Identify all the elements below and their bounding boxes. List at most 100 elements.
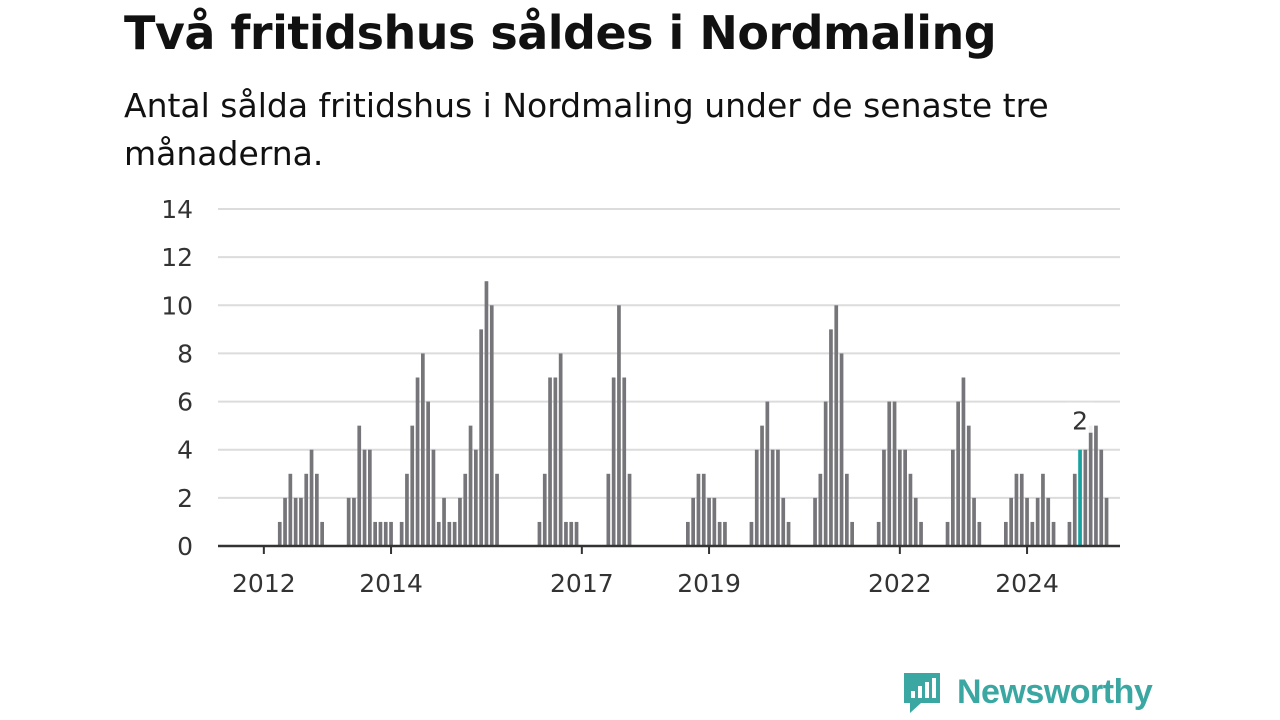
bar: [415, 377, 420, 546]
bar: [606, 473, 611, 546]
x-tick-label: 2017: [550, 569, 614, 598]
bar: [622, 377, 627, 546]
grid-lines: [218, 208, 1120, 499]
bar: [876, 521, 881, 546]
bar: [564, 521, 568, 546]
newsworthy-logo: Newsworthy: [901, 670, 1153, 714]
bar: [898, 449, 902, 546]
annotation-background: [1066, 402, 1095, 433]
bar: [823, 401, 828, 546]
y-tick-label: 8: [177, 339, 193, 368]
bar: [903, 449, 907, 546]
bar: [346, 497, 351, 546]
bar: [574, 521, 579, 546]
bar: [1014, 473, 1019, 546]
bar: [463, 473, 468, 546]
bar: [770, 449, 775, 546]
x-axis-labels: 2012 2014 2017 2019 2022 2024: [232, 546, 1059, 598]
bar: [951, 449, 955, 546]
newsworthy-logo-icon: [904, 673, 940, 713]
bar: [1104, 497, 1109, 546]
brand-name: Newsworthy: [957, 672, 1153, 711]
bar: [887, 401, 892, 546]
bar: [1041, 473, 1045, 546]
bar: [781, 497, 786, 546]
bar: [813, 497, 817, 546]
bar: [447, 521, 452, 546]
bar: [760, 425, 764, 546]
bar: [378, 521, 383, 546]
bar: [818, 473, 823, 546]
bar: [1083, 449, 1088, 546]
bar: [966, 425, 971, 546]
x-tick-label: 2024: [995, 569, 1059, 598]
bars: [277, 281, 1109, 546]
x-tick-label: 2022: [868, 569, 932, 598]
bar: [786, 521, 791, 546]
bar: [913, 497, 918, 546]
bar: [919, 521, 923, 546]
bar: [431, 449, 436, 546]
bar: [421, 353, 425, 546]
bar: [696, 473, 701, 546]
bar: [1072, 473, 1077, 546]
bar: [972, 497, 976, 546]
bar: [765, 401, 770, 546]
bar: [315, 473, 319, 546]
bar: [495, 473, 499, 546]
bar: [553, 377, 558, 546]
bar: [452, 521, 457, 546]
bar: [399, 521, 404, 546]
y-tick-label: 4: [177, 436, 193, 465]
annotation: 2: [1066, 402, 1095, 436]
bar: [977, 521, 982, 546]
bar: [569, 521, 574, 546]
bar: [373, 521, 377, 546]
bar: [299, 497, 303, 546]
bar: [1099, 449, 1104, 546]
bar: [845, 473, 849, 546]
y-tick-label: 14: [161, 195, 193, 224]
y-tick-label: 6: [177, 388, 193, 417]
bar: [908, 473, 913, 546]
bar: [956, 401, 960, 546]
bar: [961, 377, 966, 546]
x-tick-label: 2014: [359, 569, 423, 598]
bar: [426, 401, 430, 546]
y-tick-label: 12: [161, 243, 193, 272]
bar: [882, 449, 886, 546]
bar: [1009, 497, 1013, 546]
bar: [320, 521, 324, 546]
bar: [749, 521, 754, 546]
bar: [405, 473, 409, 546]
bar: [1046, 497, 1051, 546]
bar: [892, 401, 897, 546]
bar: [945, 521, 950, 546]
bar: [776, 449, 780, 546]
bar: [489, 305, 494, 546]
bar: [484, 281, 489, 546]
bar: [548, 377, 552, 546]
bar: [712, 497, 717, 546]
bar: [1035, 497, 1040, 546]
bar: [611, 377, 616, 546]
chart-subtitle: Antal sålda fritidshus i Nordmaling unde…: [124, 86, 1049, 173]
bar: [1094, 425, 1098, 546]
bar: [357, 425, 362, 546]
bar: [389, 521, 393, 546]
bar: [277, 521, 282, 546]
bar: [617, 305, 621, 546]
y-tick-label: 10: [161, 291, 193, 320]
bar-chart: 0 2 4 6 8 10 12 14 2012 2014 2017 2019 2022 2024 2: [161, 195, 1120, 598]
bar: [283, 497, 287, 546]
bar: [701, 473, 706, 546]
bar: [309, 449, 314, 546]
bar: [362, 449, 367, 546]
bar: [468, 425, 473, 546]
bar: [558, 353, 563, 546]
highlight-bar: [1078, 449, 1082, 546]
bar: [458, 497, 462, 546]
bar: [707, 497, 711, 546]
bar: [1067, 521, 1072, 546]
y-tick-label: 0: [177, 532, 193, 561]
